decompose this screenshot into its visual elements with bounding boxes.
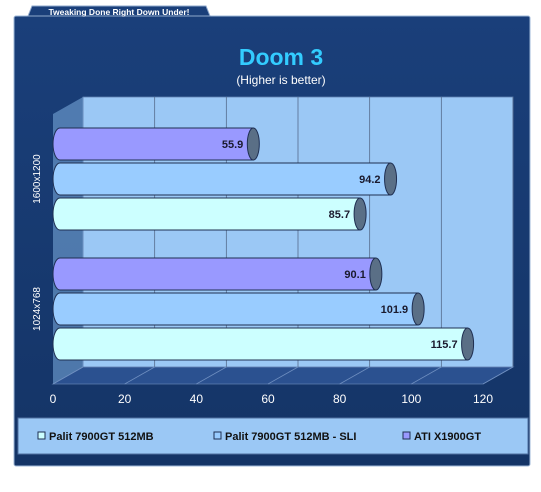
bar-value-label: 101.9 [381, 304, 409, 316]
floor-gridline [482, 366, 514, 385]
bar: 115.7 [52, 327, 475, 361]
bar-value-label: 85.7 [329, 209, 350, 221]
category-label: 1600x1200 [32, 154, 43, 204]
floor-gridline [52, 366, 84, 385]
bar-end-cap [384, 162, 398, 196]
bar-body [52, 127, 254, 161]
bar: 94.2 [52, 162, 398, 196]
bar-value-label: 55.9 [222, 139, 243, 151]
bar-value-label: 94.2 [359, 174, 380, 186]
bar: 90.1 [52, 257, 383, 291]
x-tick-label: 40 [190, 392, 204, 406]
bar-body [52, 257, 377, 291]
floor-gridline [196, 366, 227, 385]
legend-label: Palit 7900GT 512MB [49, 431, 154, 443]
legend-swatch [213, 431, 222, 440]
legend-swatch [37, 431, 46, 440]
bar: 85.7 [52, 197, 367, 231]
category-labels: 1600x1200 1024x768 [32, 154, 43, 331]
floor-gridline [339, 366, 370, 385]
x-tick-label: 120 [473, 392, 493, 406]
bar-body [52, 197, 361, 231]
banner-text: Tweaking Done Right Down Under! [48, 7, 189, 17]
x-tick-label: 80 [333, 392, 347, 406]
chart-title: Doom 3 [239, 44, 323, 70]
legend-label: Palit 7900GT 512MB - SLI [225, 431, 356, 443]
bar-body [52, 162, 392, 196]
floor-gridline [411, 366, 442, 385]
bar-layer: 55.9 94.2 85.7 90.1 101.9 115.7 [52, 127, 475, 361]
chart-subtitle: (Higher is better) [236, 73, 325, 87]
x-tick-label: 60 [261, 392, 275, 406]
bar: 101.9 [52, 292, 425, 326]
x-axis-ticks: 0 20 40 60 80 100 120 [50, 392, 494, 406]
bar-end-cap [246, 127, 260, 161]
category-label: 1024x768 [32, 287, 43, 331]
bar-end-cap [411, 292, 425, 326]
bar-end-cap [353, 197, 367, 231]
bar-value-label: 90.1 [344, 269, 365, 281]
bar-body [52, 292, 419, 326]
bar-end-cap [369, 257, 383, 291]
x-tick-label: 100 [401, 392, 421, 406]
legend-swatch [402, 431, 411, 440]
floor-gridline [124, 366, 155, 385]
bar-value-label: 115.7 [431, 339, 458, 351]
bar-body [52, 327, 469, 361]
x-tick-label: 0 [50, 392, 57, 406]
banner-tab [27, 5, 211, 17]
x-tick-label: 20 [118, 392, 132, 406]
floor-gridline [267, 366, 299, 385]
legend-label: ATI X1900GT [414, 431, 481, 443]
legend: Palit 7900GT 512MB Palit 7900GT 512MB - S… [37, 431, 481, 443]
legend-box [17, 417, 529, 455]
bar-end-cap [461, 327, 475, 361]
bar: 55.9 [52, 127, 260, 161]
